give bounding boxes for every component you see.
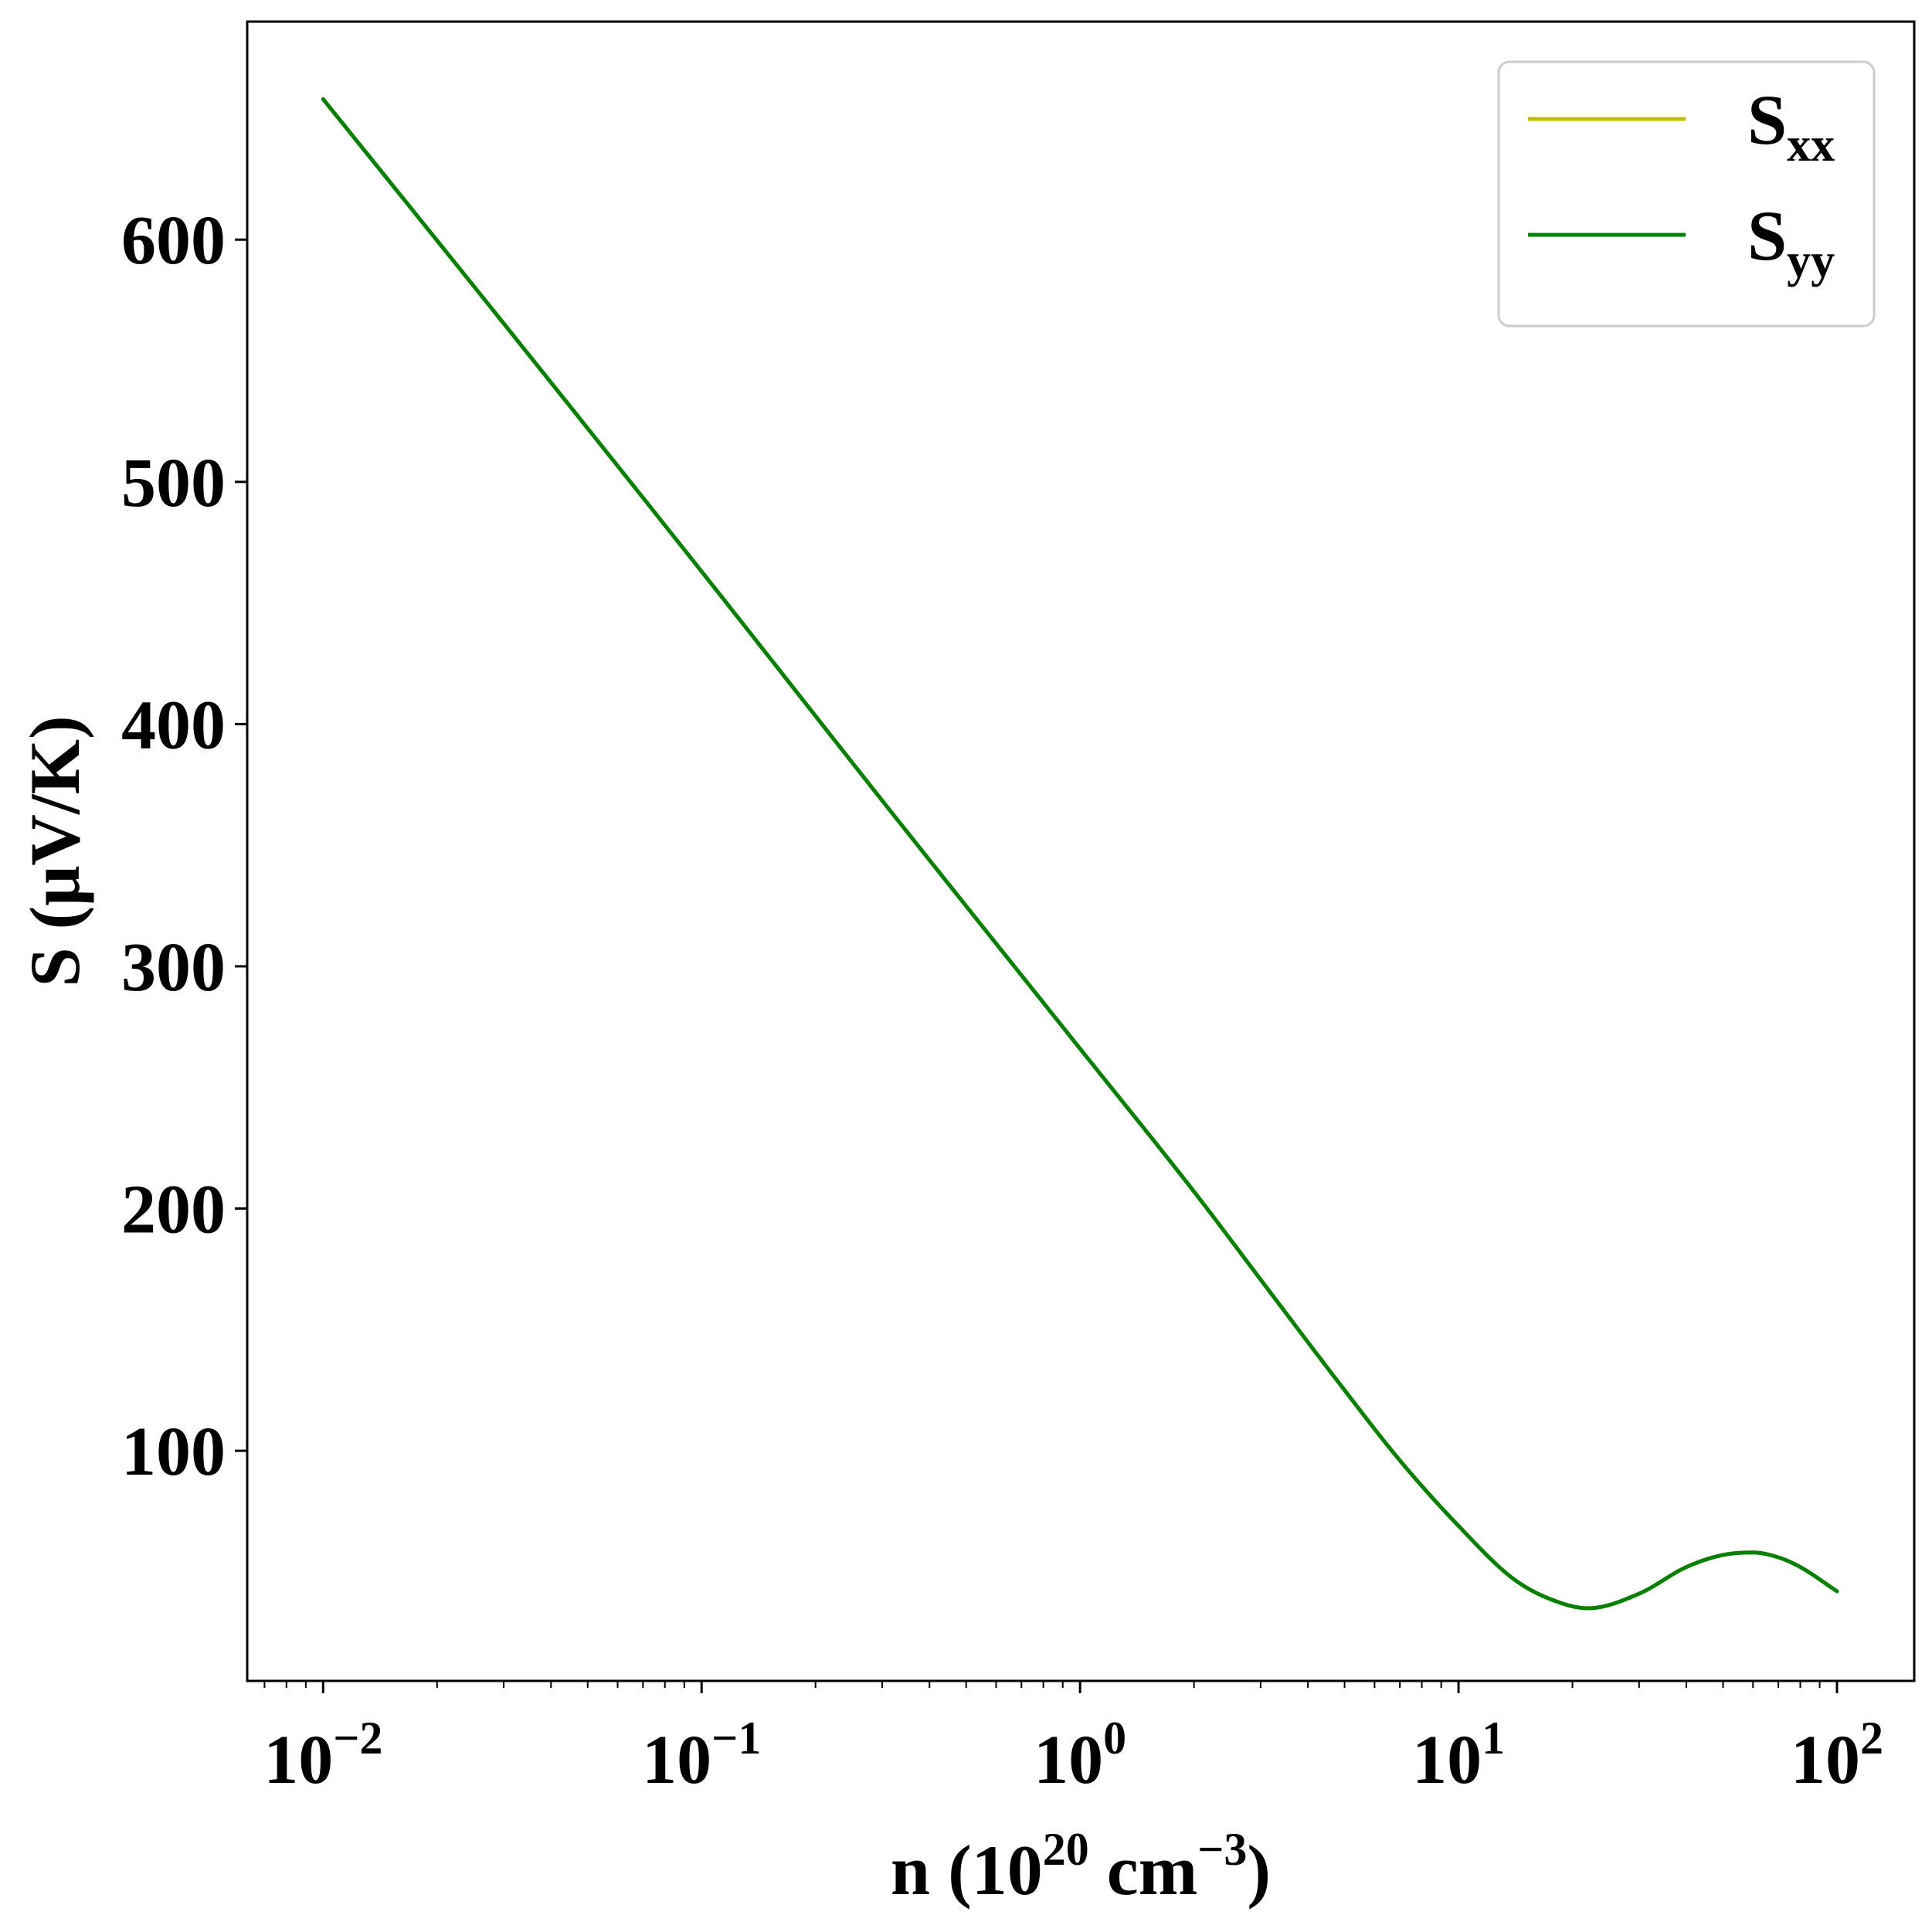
x-tick-label: 102 [1791, 1713, 1883, 1798]
legend: Sxx Syy [1497, 60, 1876, 328]
y-axis-ticks: 100 200 300 400 500 600 [121, 202, 247, 1490]
x-tick-label: 100 [1034, 1713, 1126, 1798]
x-minor-ticks [263, 1681, 1821, 1688]
y-tick-label: 300 [121, 929, 226, 1006]
x-axis-label: n (1020 cm−3) [891, 1824, 1271, 1910]
legend-label-syy: Syy [1747, 196, 1835, 287]
legend-box [1497, 60, 1876, 328]
legend-label-sxx: Sxx [1747, 80, 1835, 171]
x-axis-ticks: 10−2 10−1 100 101 102 [263, 1681, 1883, 1798]
y-tick-label: 400 [121, 687, 226, 763]
y-tick-label: 500 [121, 445, 226, 521]
x-tick-label: 10−2 [263, 1713, 382, 1798]
y-tick-label: 200 [121, 1172, 226, 1248]
y-tick-label: 600 [121, 202, 226, 279]
series-line-syy [321, 97, 1839, 1611]
series-lines [321, 97, 1839, 1611]
y-tick-label: 100 [121, 1414, 226, 1490]
x-tick-label: 10−1 [642, 1713, 761, 1798]
x-tick-label: 101 [1412, 1713, 1505, 1798]
y-axis-label: S (μV/K) [15, 715, 94, 986]
